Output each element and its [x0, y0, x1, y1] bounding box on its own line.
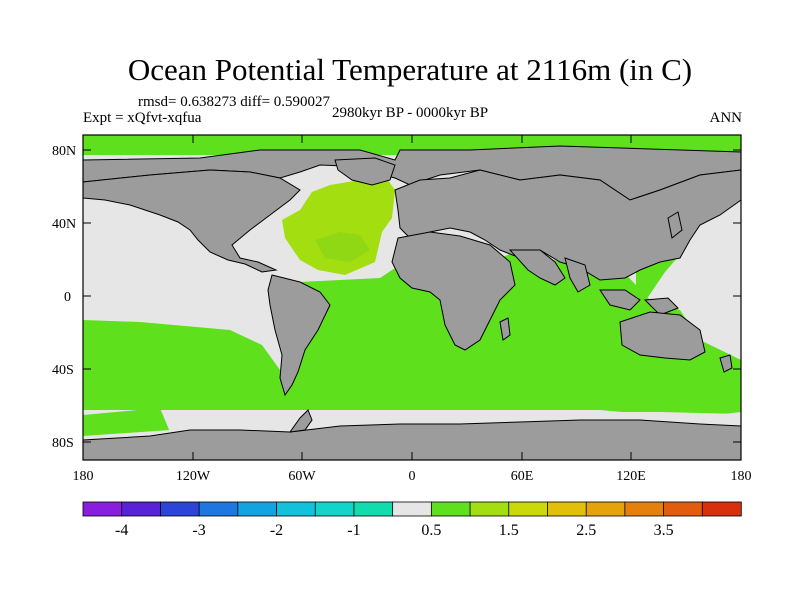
- lon-tick-label: 120E: [616, 469, 646, 484]
- colorbar-swatch: [353, 501, 394, 517]
- lon-tick-labels: 180 120W 60W 0 60E 120E 180: [73, 469, 752, 484]
- lat-tick-label: 80N: [52, 144, 76, 159]
- colorbar-swatch: [701, 501, 742, 517]
- lon-tick-label: 60E: [511, 469, 534, 484]
- map-field: [83, 135, 741, 460]
- lat-tick-label: 40N: [52, 217, 76, 232]
- colorbar-swatch: [82, 501, 123, 517]
- axis-tick-marks: [82, 135, 742, 460]
- colorbar-swatch: [585, 501, 626, 517]
- colorbar-swatch: [430, 501, 471, 517]
- colorbar-labels: -4 -3 -2 -1 0.5 1.5 2.5 3.5: [115, 522, 674, 539]
- land-masses: [83, 145, 741, 460]
- lat-tick-label: 40S: [52, 363, 74, 378]
- experiment-label: Expt = xQfvt-xqfua: [83, 110, 202, 126]
- colorbar-label: 1.5: [499, 522, 519, 539]
- lon-tick-label: 120W: [176, 469, 211, 484]
- colorbar-swatch: [392, 501, 433, 517]
- lon-tick-label: 0: [409, 469, 416, 484]
- colorbar-label: 3.5: [654, 522, 674, 539]
- colorbar-swatch: [160, 501, 200, 517]
- colorbar-swatch: [121, 501, 162, 517]
- colorbar-swatch: [624, 501, 665, 517]
- lat-tick-labels: 80N 40N 0 40S 80S: [52, 144, 76, 451]
- lat-tick-label: 80S: [52, 436, 74, 451]
- lon-tick-label: 60W: [288, 469, 316, 484]
- ocean-anomaly-green: [83, 135, 741, 436]
- rmsd-diff-stats: rmsd= 0.638273 diff= 0.590027: [138, 94, 331, 110]
- colorbar-label: -1: [347, 522, 360, 539]
- colorbar-swatch: [198, 501, 239, 517]
- period-label: 2980kyr BP - 0000kyr BP: [331, 105, 489, 121]
- colorbar: [82, 501, 742, 517]
- colorbar-swatch: [508, 501, 549, 517]
- colorbar-swatch: [314, 501, 355, 517]
- colorbar-label: 2.5: [576, 522, 596, 539]
- map-title: Ocean Potential Temperature at 2116m (in…: [127, 52, 693, 87]
- colorbar-swatch: [547, 501, 587, 517]
- colorbar-label: -4: [115, 522, 128, 539]
- lon-tick-label: 180: [731, 469, 752, 484]
- colorbar-swatch: [469, 501, 510, 517]
- colorbar-label: -3: [192, 522, 205, 539]
- colorbar-swatch: [663, 501, 704, 517]
- colorbar-swatch: [276, 501, 316, 517]
- colorbar-swatch: [237, 501, 278, 517]
- lat-tick-label: 0: [64, 290, 71, 305]
- colorbar-label: -2: [270, 522, 283, 539]
- lon-tick-label: 180: [73, 469, 94, 484]
- colorbar-label: 0.5: [421, 522, 441, 539]
- season-label: ANN: [709, 110, 743, 126]
